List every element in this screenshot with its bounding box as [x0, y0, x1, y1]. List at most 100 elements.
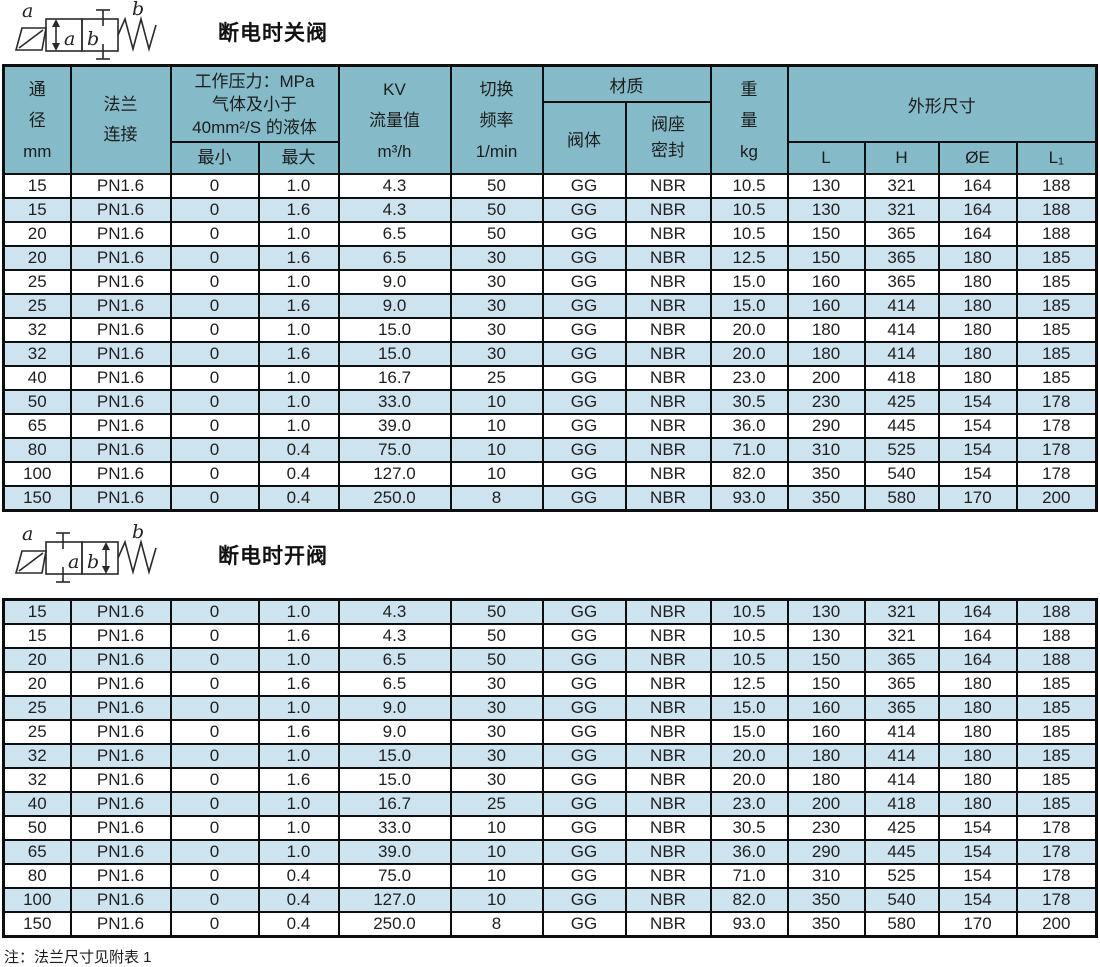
table-cell: 250.0 [337, 911, 452, 938]
table-cell: GG [541, 245, 627, 271]
table-cell: 40 [2, 791, 72, 817]
table-cell: PN1.6 [69, 695, 172, 721]
col-header-L1: L₁ [1015, 141, 1098, 175]
table-cell: 180 [937, 317, 1018, 343]
table-cell: 0 [169, 815, 260, 841]
table-cell: 365 [863, 695, 940, 721]
table-cell: 30.5 [709, 815, 789, 841]
table-cell: 0 [169, 341, 260, 367]
table-cell: PN1.6 [69, 887, 172, 913]
symbol-label-b: b [132, 1, 144, 20]
table-cell: 180 [937, 269, 1018, 295]
table-cell: 321 [863, 197, 940, 223]
table-cell: GG [541, 647, 627, 673]
table-cell: 1.0 [257, 791, 340, 817]
table-cell: 425 [863, 815, 940, 841]
table-cell: NBR [624, 173, 712, 199]
table-cell: 10 [449, 461, 544, 487]
table-cell: PN1.6 [69, 719, 172, 745]
table-cell: 365 [863, 647, 940, 673]
table-cell: 1.6 [257, 293, 340, 319]
col-header-flange: 法兰 连接 [69, 64, 172, 175]
table-cell: 36.0 [709, 839, 789, 865]
table-cell: GG [541, 863, 627, 889]
table-cell: 414 [863, 341, 940, 367]
table-cell: PN1.6 [69, 197, 172, 223]
table-cell: NBR [624, 767, 712, 793]
table-cell: 20 [2, 671, 72, 697]
table-cell: 180 [937, 341, 1018, 367]
table-cell: 15.0 [337, 767, 452, 793]
table-cell: 0 [169, 245, 260, 271]
table-cell: 127.0 [337, 887, 452, 913]
table-cell: 9.0 [337, 269, 452, 295]
table-cell: 15.0 [337, 341, 452, 367]
table-cell: 9.0 [337, 695, 452, 721]
table-cell: 1.6 [257, 197, 340, 223]
table-row: 80 PN1.6 0 0.4 75.0 10 GG NBR 71.0 310 525 154 178 [2, 863, 1098, 889]
spec-table-open: 15 PN1.6 0 1.0 4.3 50 GG NBR 10.5 130 321 164 188 15 P… [2, 598, 1098, 938]
table-cell: 30 [449, 695, 544, 721]
table-cell: 180 [937, 695, 1018, 721]
table-cell: 8 [449, 911, 544, 938]
section-header-close: a b a b 断电时关阀 [0, 0, 1100, 64]
table-cell: 0 [169, 413, 260, 439]
section-title-close: 断电时关阀 [218, 22, 328, 45]
table-cell: 25 [2, 293, 72, 319]
table-cell: NBR [624, 365, 712, 391]
table-cell: 154 [937, 389, 1018, 415]
table-cell: 130 [786, 197, 866, 223]
col-header-material: 材质 [541, 64, 712, 103]
table-cell: GG [541, 671, 627, 697]
table-cell: 185 [1015, 365, 1098, 391]
table-cell: 0 [169, 719, 260, 745]
table-row: 40 PN1.6 0 1.0 16.7 25 GG NBR 23.0 200 418 180 185 [2, 791, 1098, 817]
table-cell: 180 [786, 341, 866, 367]
table-cell: 185 [1015, 791, 1098, 817]
table-cell: 350 [786, 461, 866, 487]
table-cell: 50 [449, 173, 544, 199]
table-cell: 150 [786, 671, 866, 697]
table-cell: 180 [786, 767, 866, 793]
table-cell: GG [541, 815, 627, 841]
table-cell: 30 [449, 245, 544, 271]
table-cell: 1.0 [257, 365, 340, 391]
table-cell: 180 [937, 365, 1018, 391]
table-cell: PN1.6 [69, 815, 172, 841]
table-cell: 154 [937, 863, 1018, 889]
table-cell: 15 [2, 623, 72, 649]
table-row: 32 PN1.6 0 1.0 15.0 30 GG NBR 20.0 180 414 180 185 [2, 743, 1098, 769]
table-cell: 20 [2, 221, 72, 247]
table-cell: GG [541, 791, 627, 817]
table-cell: GG [541, 911, 627, 938]
table-cell: 8 [449, 485, 544, 512]
table-cell: GG [541, 719, 627, 745]
table-cell: 0 [169, 695, 260, 721]
table-cell: 10.5 [709, 623, 789, 649]
table-cell: NBR [624, 863, 712, 889]
solenoid-diagonal [18, 29, 44, 49]
table-cell: GG [541, 461, 627, 487]
table-cell: 20.0 [709, 341, 789, 367]
table-cell: 230 [786, 389, 866, 415]
table-cell: GG [541, 623, 627, 649]
table-cell: GG [541, 485, 627, 512]
table-row: 20 PN1.6 0 1.6 6.5 30 GG NBR 12.5 150 365 180 185 [2, 245, 1098, 271]
table-cell: 150 [786, 245, 866, 271]
table-cell: 540 [863, 887, 940, 913]
table-cell: 20 [2, 647, 72, 673]
table-cell: 4.3 [337, 173, 452, 199]
symbol-label-b: b [132, 524, 144, 543]
table-cell: 178 [1015, 887, 1098, 913]
table-cell: GG [541, 598, 627, 625]
table-cell: GG [541, 197, 627, 223]
table-cell: 93.0 [709, 485, 789, 512]
table-cell: 1.6 [257, 767, 340, 793]
table-cell: 100 [2, 887, 72, 913]
table-row: 20 PN1.6 0 1.0 6.5 50 GG NBR 10.5 150 365 164 188 [2, 221, 1098, 247]
table-cell: NBR [624, 437, 712, 463]
table-cell: 350 [786, 887, 866, 913]
table-cell: 0.4 [257, 911, 340, 938]
table-cell: 1.6 [257, 719, 340, 745]
table-cell: 130 [786, 623, 866, 649]
